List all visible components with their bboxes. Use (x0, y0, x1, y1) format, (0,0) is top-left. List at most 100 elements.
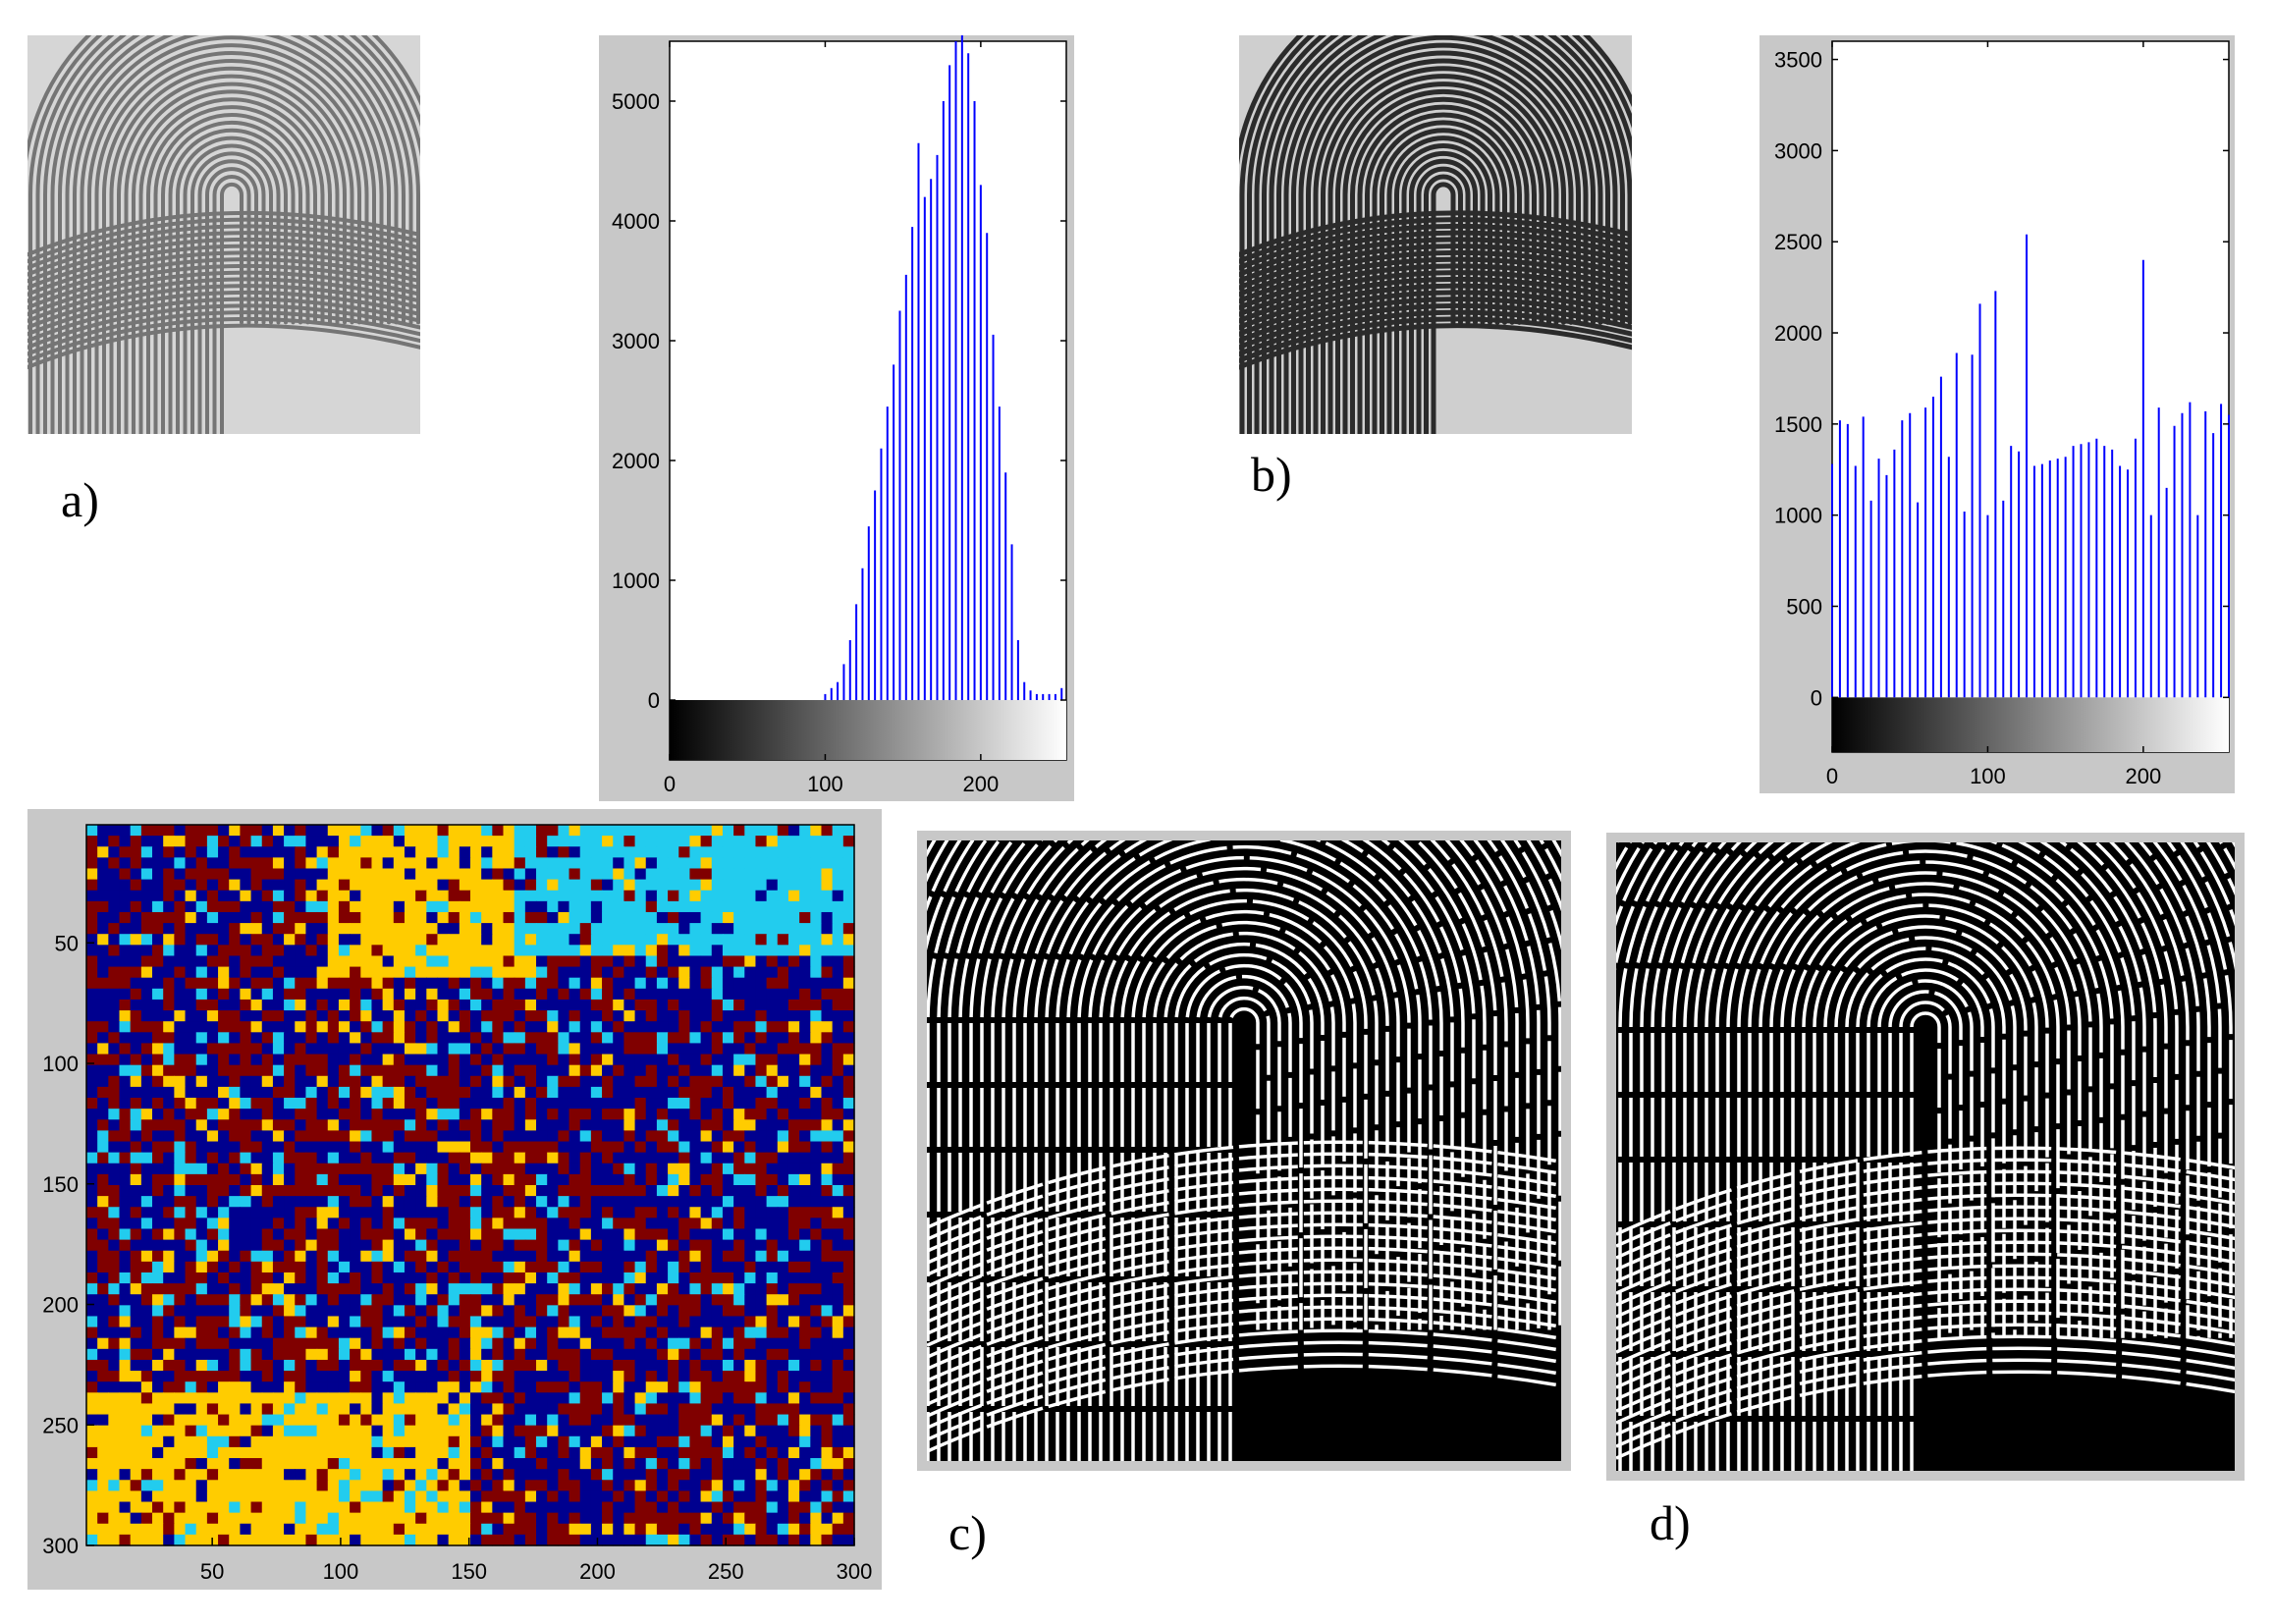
heatmap-cell (700, 1130, 713, 1143)
heatmap-cell (338, 977, 351, 990)
heatmap-cell (524, 1098, 537, 1110)
heatmap-cell (689, 1228, 702, 1241)
heatmap-cell (240, 1064, 252, 1077)
heatmap-cell (536, 857, 548, 870)
heatmap-cell (195, 1326, 208, 1339)
heatmap-cell (229, 1098, 241, 1110)
heatmap-cell (634, 1480, 647, 1491)
heatmap-cell (579, 1316, 592, 1328)
heatmap-cell (602, 836, 614, 847)
heatmap-cell (185, 1218, 197, 1230)
heatmap-cell (755, 977, 768, 990)
heatmap-cell (590, 1098, 603, 1110)
heatmap-cell (602, 1272, 614, 1284)
heatmap-cell (86, 1469, 98, 1481)
heatmap-cell (481, 1109, 493, 1120)
heatmap-cell (656, 1523, 669, 1536)
heatmap-cell (590, 1326, 603, 1339)
heatmap-cell (547, 1075, 559, 1088)
heatmap-cell (206, 825, 219, 837)
heatmap-cell (459, 1305, 471, 1318)
heatmap-cell (821, 966, 834, 979)
heatmap-cell (668, 879, 679, 892)
heatmap-cell (787, 1032, 800, 1045)
heatmap-cell (295, 1021, 307, 1033)
heatmap-cell (536, 1207, 548, 1218)
heatmap-cell (163, 1283, 175, 1295)
heatmap-cell (668, 1435, 679, 1448)
heatmap-cell (130, 1435, 142, 1448)
heatmap-cell (733, 1403, 745, 1416)
heatmap-cell (295, 868, 307, 881)
heatmap-cell (568, 1064, 581, 1077)
heatmap-cell (668, 1403, 679, 1416)
heatmap-cell (678, 1337, 691, 1350)
heatmap-cell (590, 1218, 603, 1230)
heatmap-cell (152, 1305, 164, 1318)
heatmap-cell (503, 1185, 515, 1197)
heatmap-cell (678, 1021, 691, 1033)
heatmap-cell (152, 1425, 164, 1437)
heatmap-cell (733, 1294, 745, 1306)
heatmap-cell (218, 1469, 230, 1481)
heatmap-cell (700, 1141, 713, 1154)
heatmap-cell (678, 836, 691, 847)
heatmap-cell (590, 1010, 603, 1022)
heatmap-cell (404, 1480, 416, 1491)
heatmap-cell (568, 1228, 581, 1241)
heatmap-cell (842, 1010, 855, 1022)
heatmap-cell (163, 1152, 175, 1164)
heatmap-cell (316, 1054, 329, 1066)
heatmap-cell (470, 1130, 482, 1143)
heatmap-cell (700, 836, 713, 847)
heatmap-cell (327, 825, 340, 837)
heatmap-cell (448, 1469, 460, 1481)
heatmap-cell (404, 1250, 416, 1263)
heatmap-cell (744, 836, 757, 847)
heatmap-cell (700, 1207, 713, 1218)
heatmap-cell (382, 1316, 395, 1328)
heatmap-cell (97, 1414, 109, 1427)
heatmap-cell (766, 1446, 779, 1459)
heatmap-cell (777, 1272, 789, 1284)
heatmap-cell (722, 934, 734, 946)
heatmap-cell (613, 1316, 624, 1328)
heatmap-cell (524, 1075, 537, 1088)
heatmap-cell (327, 1523, 340, 1536)
heatmap-cell (350, 1021, 361, 1033)
heatmap-cell (832, 1501, 844, 1514)
heatmap-cell (119, 1075, 132, 1088)
heatmap-cell (393, 1207, 406, 1218)
heatmap-cell (514, 900, 526, 913)
heatmap-cell (787, 1021, 800, 1033)
heatmap-cell (371, 1054, 384, 1066)
heatmap-cell (481, 1218, 493, 1230)
heatmap-cell (174, 1010, 187, 1022)
heatmap-cell (634, 988, 647, 1001)
heatmap-cell (437, 945, 450, 957)
heatmap-cell (668, 868, 679, 881)
heatmap-cell (316, 1272, 329, 1284)
heatmap-cell (634, 1523, 647, 1536)
heatmap-cell (152, 1272, 164, 1284)
heatmap-xtick-label: 100 (323, 1559, 359, 1584)
heatmap-cell (305, 1152, 318, 1164)
heatmap-cell (360, 1316, 373, 1328)
heatmap-cell (514, 846, 526, 858)
heatmap-cell (404, 1218, 416, 1230)
heatmap-cell (295, 900, 307, 913)
heatmap-cell (437, 1032, 450, 1045)
heatmap-cell (613, 1261, 624, 1273)
heatmap-cell (284, 1294, 296, 1306)
heatmap-cell (152, 1141, 164, 1154)
heatmap-cell (338, 1381, 351, 1393)
heatmap-cell (295, 934, 307, 946)
heatmap-cell (206, 846, 219, 858)
heatmap-cell (437, 1305, 450, 1318)
heatmap-cell (810, 1392, 823, 1405)
heatmap-cell (437, 1534, 450, 1546)
heatmap-cell (393, 1469, 406, 1481)
heatmap-cell (295, 1228, 307, 1241)
heatmap-cell (97, 879, 109, 892)
heatmap-cell (360, 1534, 373, 1546)
